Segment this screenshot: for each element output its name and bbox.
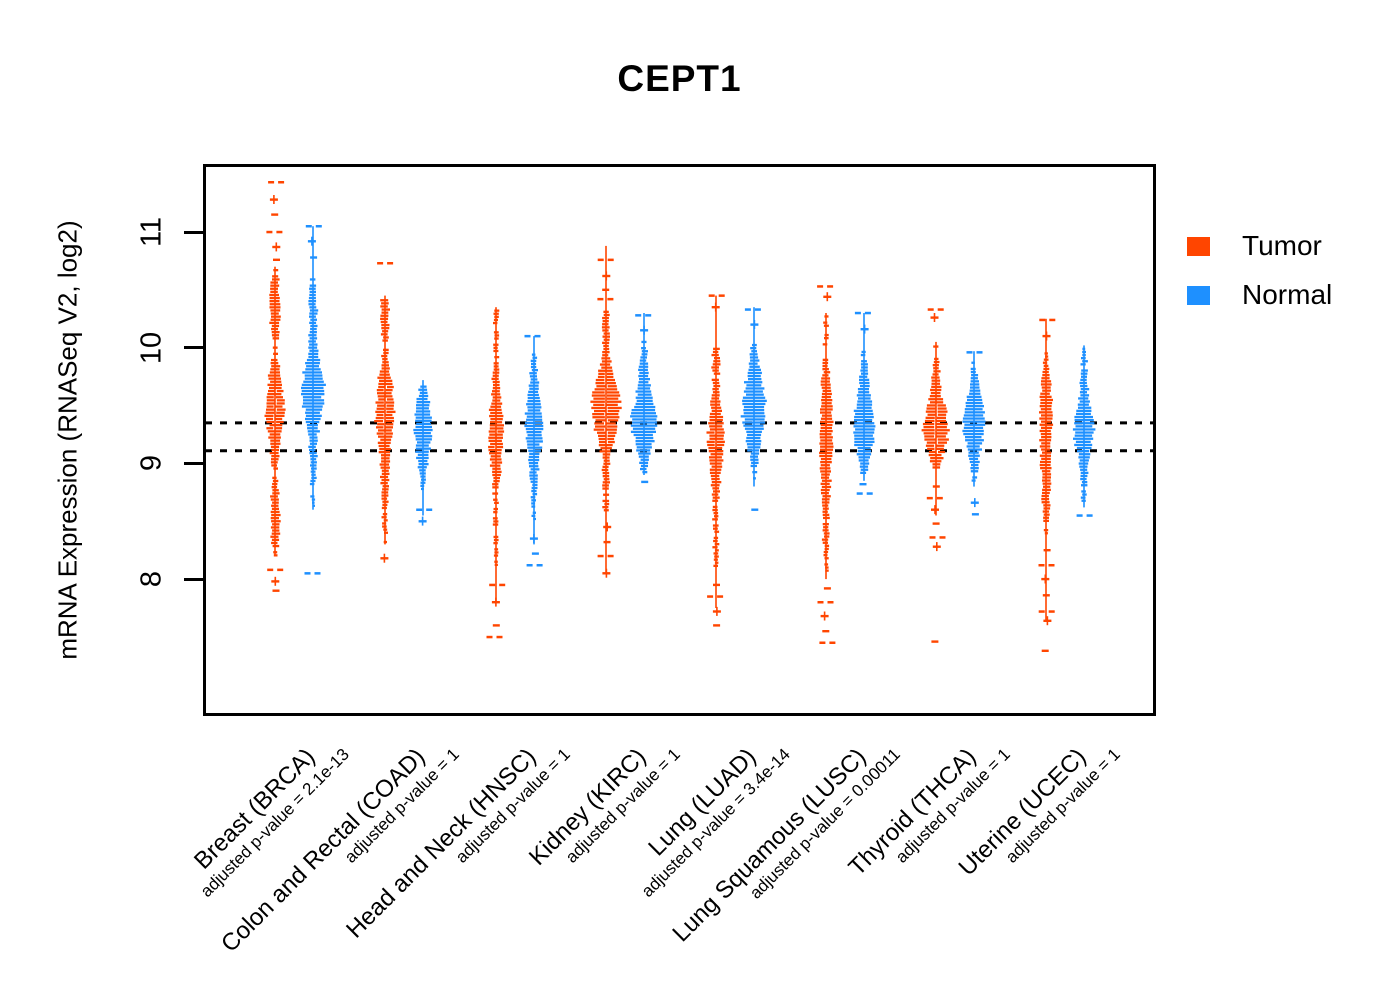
stem — [1045, 318, 1047, 621]
violin-normal-6 — [962, 351, 986, 516]
y-axis-title: mRNA Expression (RNASeq V2, log2) — [52, 220, 83, 660]
violin-tumor-1 — [374, 262, 396, 563]
stem — [384, 295, 386, 545]
stem — [312, 226, 314, 510]
legend-label-normal: Normal — [1242, 279, 1333, 310]
plot-border — [203, 164, 1156, 716]
y-tick-label-11: 11 — [135, 216, 168, 248]
violin-tumor-5 — [817, 285, 836, 644]
normal-swatch-icon — [1187, 285, 1210, 305]
violin-normal-1 — [413, 380, 433, 526]
violin-normal-0 — [301, 225, 326, 575]
y-tick-10 — [184, 346, 203, 350]
stem — [863, 313, 865, 481]
tumor-swatch-icon — [1187, 236, 1210, 256]
violin-tumor-0 — [264, 181, 286, 592]
legend-row-normal: Normal — [1187, 279, 1332, 311]
violin-normal-5 — [853, 311, 876, 495]
violin-tumor-2 — [486, 307, 506, 639]
plot-area — [203, 164, 1156, 716]
y-tick-8 — [184, 577, 203, 581]
violin-tumor-4 — [706, 294, 725, 627]
y-tick-label-9: 9 — [135, 455, 168, 472]
y-tick-label-10: 10 — [135, 331, 168, 364]
legend: Tumor Normal — [1187, 230, 1332, 328]
y-tick-label-8: 8 — [135, 571, 168, 588]
chart-title: CEPT1 — [617, 58, 742, 99]
violin-tumor-7 — [1038, 318, 1056, 652]
stem — [935, 341, 937, 516]
violin-normal-2 — [524, 334, 544, 567]
violin-tumor-3 — [590, 245, 622, 578]
x-label-text: Breast (BRCA) — [189, 743, 321, 875]
violin-tumor-6 — [921, 308, 950, 643]
y-tick-11 — [184, 230, 203, 234]
legend-label-tumor: Tumor — [1242, 230, 1322, 261]
violin-normal-3 — [630, 313, 658, 484]
violin-normal-7 — [1072, 345, 1096, 517]
legend-row-tumor: Tumor — [1187, 230, 1332, 262]
stem — [533, 336, 535, 545]
violin-normal-4 — [740, 307, 767, 511]
stem — [605, 245, 607, 574]
stem — [274, 266, 276, 556]
stem — [495, 307, 497, 603]
y-tick-9 — [184, 461, 203, 465]
